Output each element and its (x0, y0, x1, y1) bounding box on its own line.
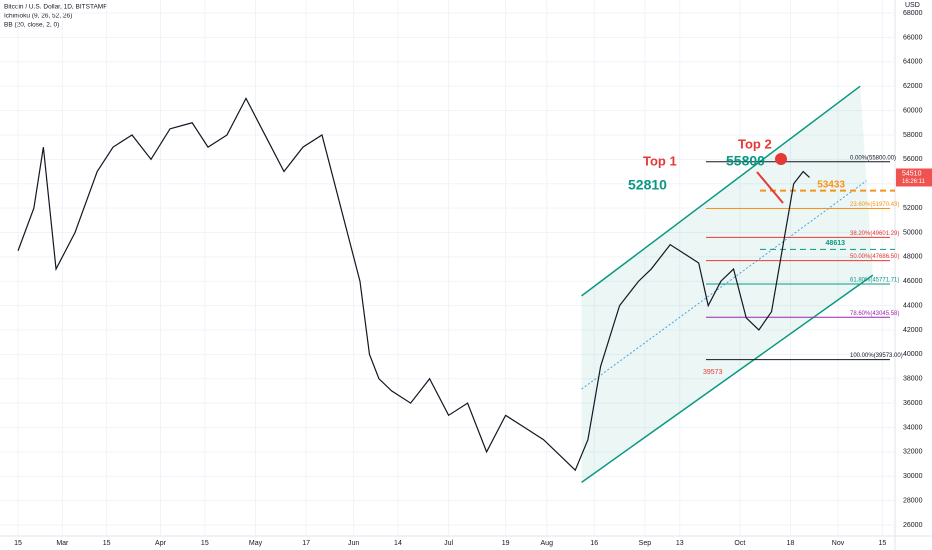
y-tick-label: 28000 (903, 497, 923, 504)
y-tick-label: 52000 (903, 205, 923, 212)
annotation: 52810 (628, 177, 667, 193)
y-tick-label: 56000 (903, 156, 923, 163)
x-tick-label: Apr (155, 540, 167, 547)
y-tick-label: 26000 (903, 522, 923, 529)
y-tick-label: 44000 (903, 302, 923, 309)
y-tick-label: 62000 (903, 83, 923, 90)
channel-mid (581, 180, 867, 390)
fib-label: 50.00%(47686.50) (850, 254, 899, 260)
y-tick-label: 34000 (903, 424, 923, 431)
x-tick-label: 15 (14, 540, 22, 547)
x-tick-label: 15 (878, 540, 886, 547)
chart-title: Bitcoin / U.S. Dollar, 1D, BITSTAMP (4, 4, 108, 11)
fib-label: 0.00%(55800.00) (850, 155, 896, 161)
fib-label: 61.80%(45771.71) (850, 278, 899, 284)
y-tick-label: 58000 (903, 132, 923, 139)
x-tick-label: 17 (302, 540, 310, 547)
x-tick-label: May (249, 540, 263, 547)
x-tick-label: Jun (348, 540, 359, 547)
y-tick-label: 46000 (903, 278, 923, 285)
y-tick-label: 48000 (903, 254, 923, 261)
fib-label: 100.00%(39573.00) (850, 353, 903, 359)
y-tick-label: 42000 (903, 327, 923, 334)
annotation: Top 2 (738, 136, 772, 151)
fib-label: 78.60%(43045.58) (850, 311, 899, 317)
y-tick-label: 32000 (903, 449, 923, 456)
y-tick-label: 30000 (903, 473, 923, 480)
y-tick-label: 60000 (903, 107, 923, 114)
x-tick-label: Jul (444, 540, 453, 547)
question-icon (775, 153, 787, 165)
y-tick-label: 50000 (903, 229, 923, 236)
indicator: Ichimoku (9, 26, 52, 26) (4, 13, 72, 20)
x-tick-label: Nov (832, 540, 845, 547)
y-tick-label: 68000 (903, 10, 923, 17)
x-tick-label: Mar (56, 540, 69, 547)
price-line (17, 97, 810, 472)
annotation: 39573 (703, 369, 723, 376)
channel-line (581, 85, 861, 297)
arrow (756, 171, 784, 204)
x-tick-label: 13 (676, 540, 684, 547)
y-tick-label: 64000 (903, 59, 923, 66)
y-tick-label: 36000 (903, 400, 923, 407)
x-tick-label: 15 (201, 540, 209, 547)
x-tick-label: 19 (502, 540, 510, 547)
annotation: 55800 (726, 153, 765, 169)
level-label: 53433 (817, 179, 845, 190)
channel-line (581, 274, 874, 483)
countdown: 16:26:11 (902, 179, 926, 185)
x-tick-label: Sep (639, 540, 652, 547)
fib-label: 38.20%(49601.29) (850, 231, 899, 237)
level-label: 48613 (826, 240, 846, 247)
x-tick-label: 14 (394, 540, 402, 547)
x-tick-label: Oct (734, 540, 745, 547)
y-tick-label: 66000 (903, 34, 923, 41)
x-tick-label: Aug (541, 540, 554, 547)
annotation: Top 1 (643, 153, 677, 168)
x-tick-label: 16 (590, 540, 598, 547)
fib-label: 23.60%(51970.43) (850, 202, 899, 208)
x-tick-label: 15 (103, 540, 111, 547)
last-price-badge (896, 168, 932, 187)
y-axis-label: USD (905, 2, 920, 9)
y-tick-label: 38000 (903, 376, 923, 383)
last-price: 54510 (902, 170, 922, 177)
indicator: BB (20, close, 2, 0) (4, 22, 59, 29)
x-tick-label: 18 (787, 540, 795, 547)
y-tick-label: 40000 (903, 351, 923, 358)
